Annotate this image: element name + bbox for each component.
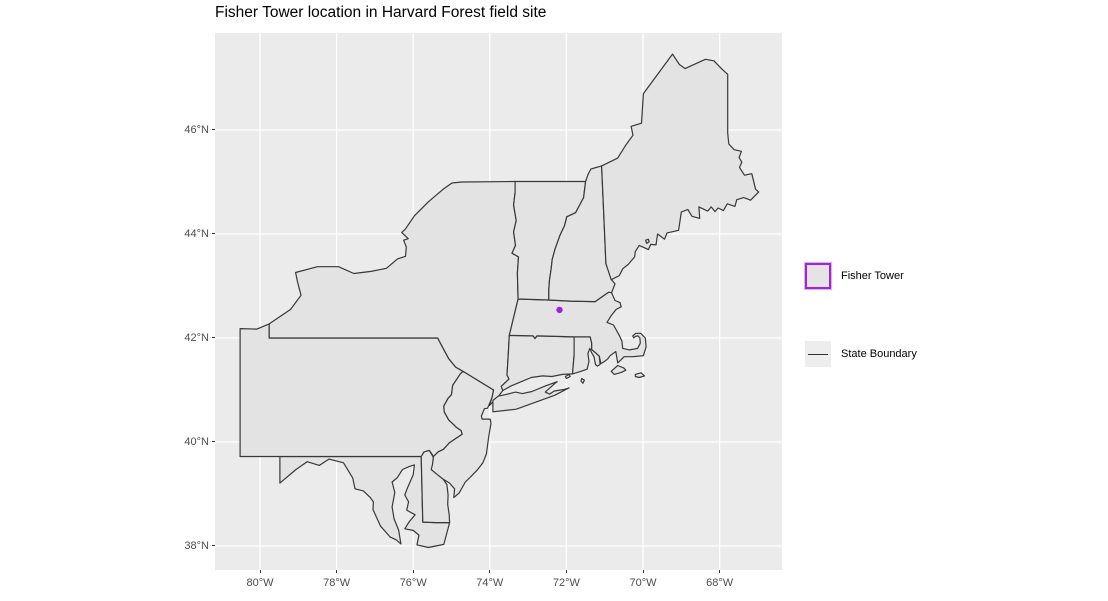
state-maine [601,53,760,281]
y-axis-tick-label: 38°N [184,539,209,552]
legend-item-fisher-tower: Fisher Tower [805,263,904,289]
legend: Fisher Tower State Boundary [805,0,1095,601]
y-axis-tick-label: 46°N [184,123,209,136]
state-boundary-legend-key-icon [805,341,831,367]
state-maine [645,238,650,244]
state-new-york [564,373,571,380]
x-axis-tick-label: 68°W [706,577,734,589]
x-axis-tick [336,570,338,573]
map-svg [215,33,782,570]
state-new-jersey [430,370,495,499]
x-axis-tick-label: 80°W [246,577,274,589]
state-maryland [279,455,451,549]
y-axis-tick-label: 40°N [184,435,209,448]
state-massachusetts [508,291,647,365]
y-axis-tick-label: 42°N [184,331,209,344]
y-axis-tick [212,441,215,443]
x-axis-tick [489,570,491,573]
y-axis-tick [212,545,215,547]
state-massachusetts [610,364,627,375]
state-connecticut [500,334,575,392]
state-new-hampshire [548,165,616,303]
legend-label-state-boundary: State Boundary [841,348,917,360]
plot-title: Fisher Tower location in Harvard Forest … [215,4,547,21]
y-axis-tick [212,233,215,235]
fisher-tower-point [556,306,563,314]
legend-item-state-boundary: State Boundary [805,341,917,367]
x-axis-tick-label: 74°W [476,577,504,589]
legend-label-fisher-tower: Fisher Tower [841,270,904,282]
y-axis-tick-label: 44°N [184,227,209,240]
x-axis-tick-label: 70°W [629,577,657,589]
x-axis-tick-label: 78°W [323,577,351,589]
x-axis-tick [259,570,261,573]
y-axis-tick [212,129,215,131]
state-massachusetts [634,372,646,379]
y-axis-tick [212,337,215,339]
x-axis-tick [412,570,414,573]
x-axis-tick-label: 72°W [552,577,580,589]
x-axis-tick [565,570,567,573]
boundary-line-icon [808,354,828,355]
state-rhode-island [580,377,585,384]
x-axis-tick [642,570,644,573]
fisher-tower-legend-key-icon [805,263,831,289]
state-pennsylvania [239,323,464,458]
x-axis-tick-label: 76°W [399,577,427,589]
x-axis-tick [719,570,721,573]
map-panel [215,33,782,570]
state-new-york [492,381,570,413]
